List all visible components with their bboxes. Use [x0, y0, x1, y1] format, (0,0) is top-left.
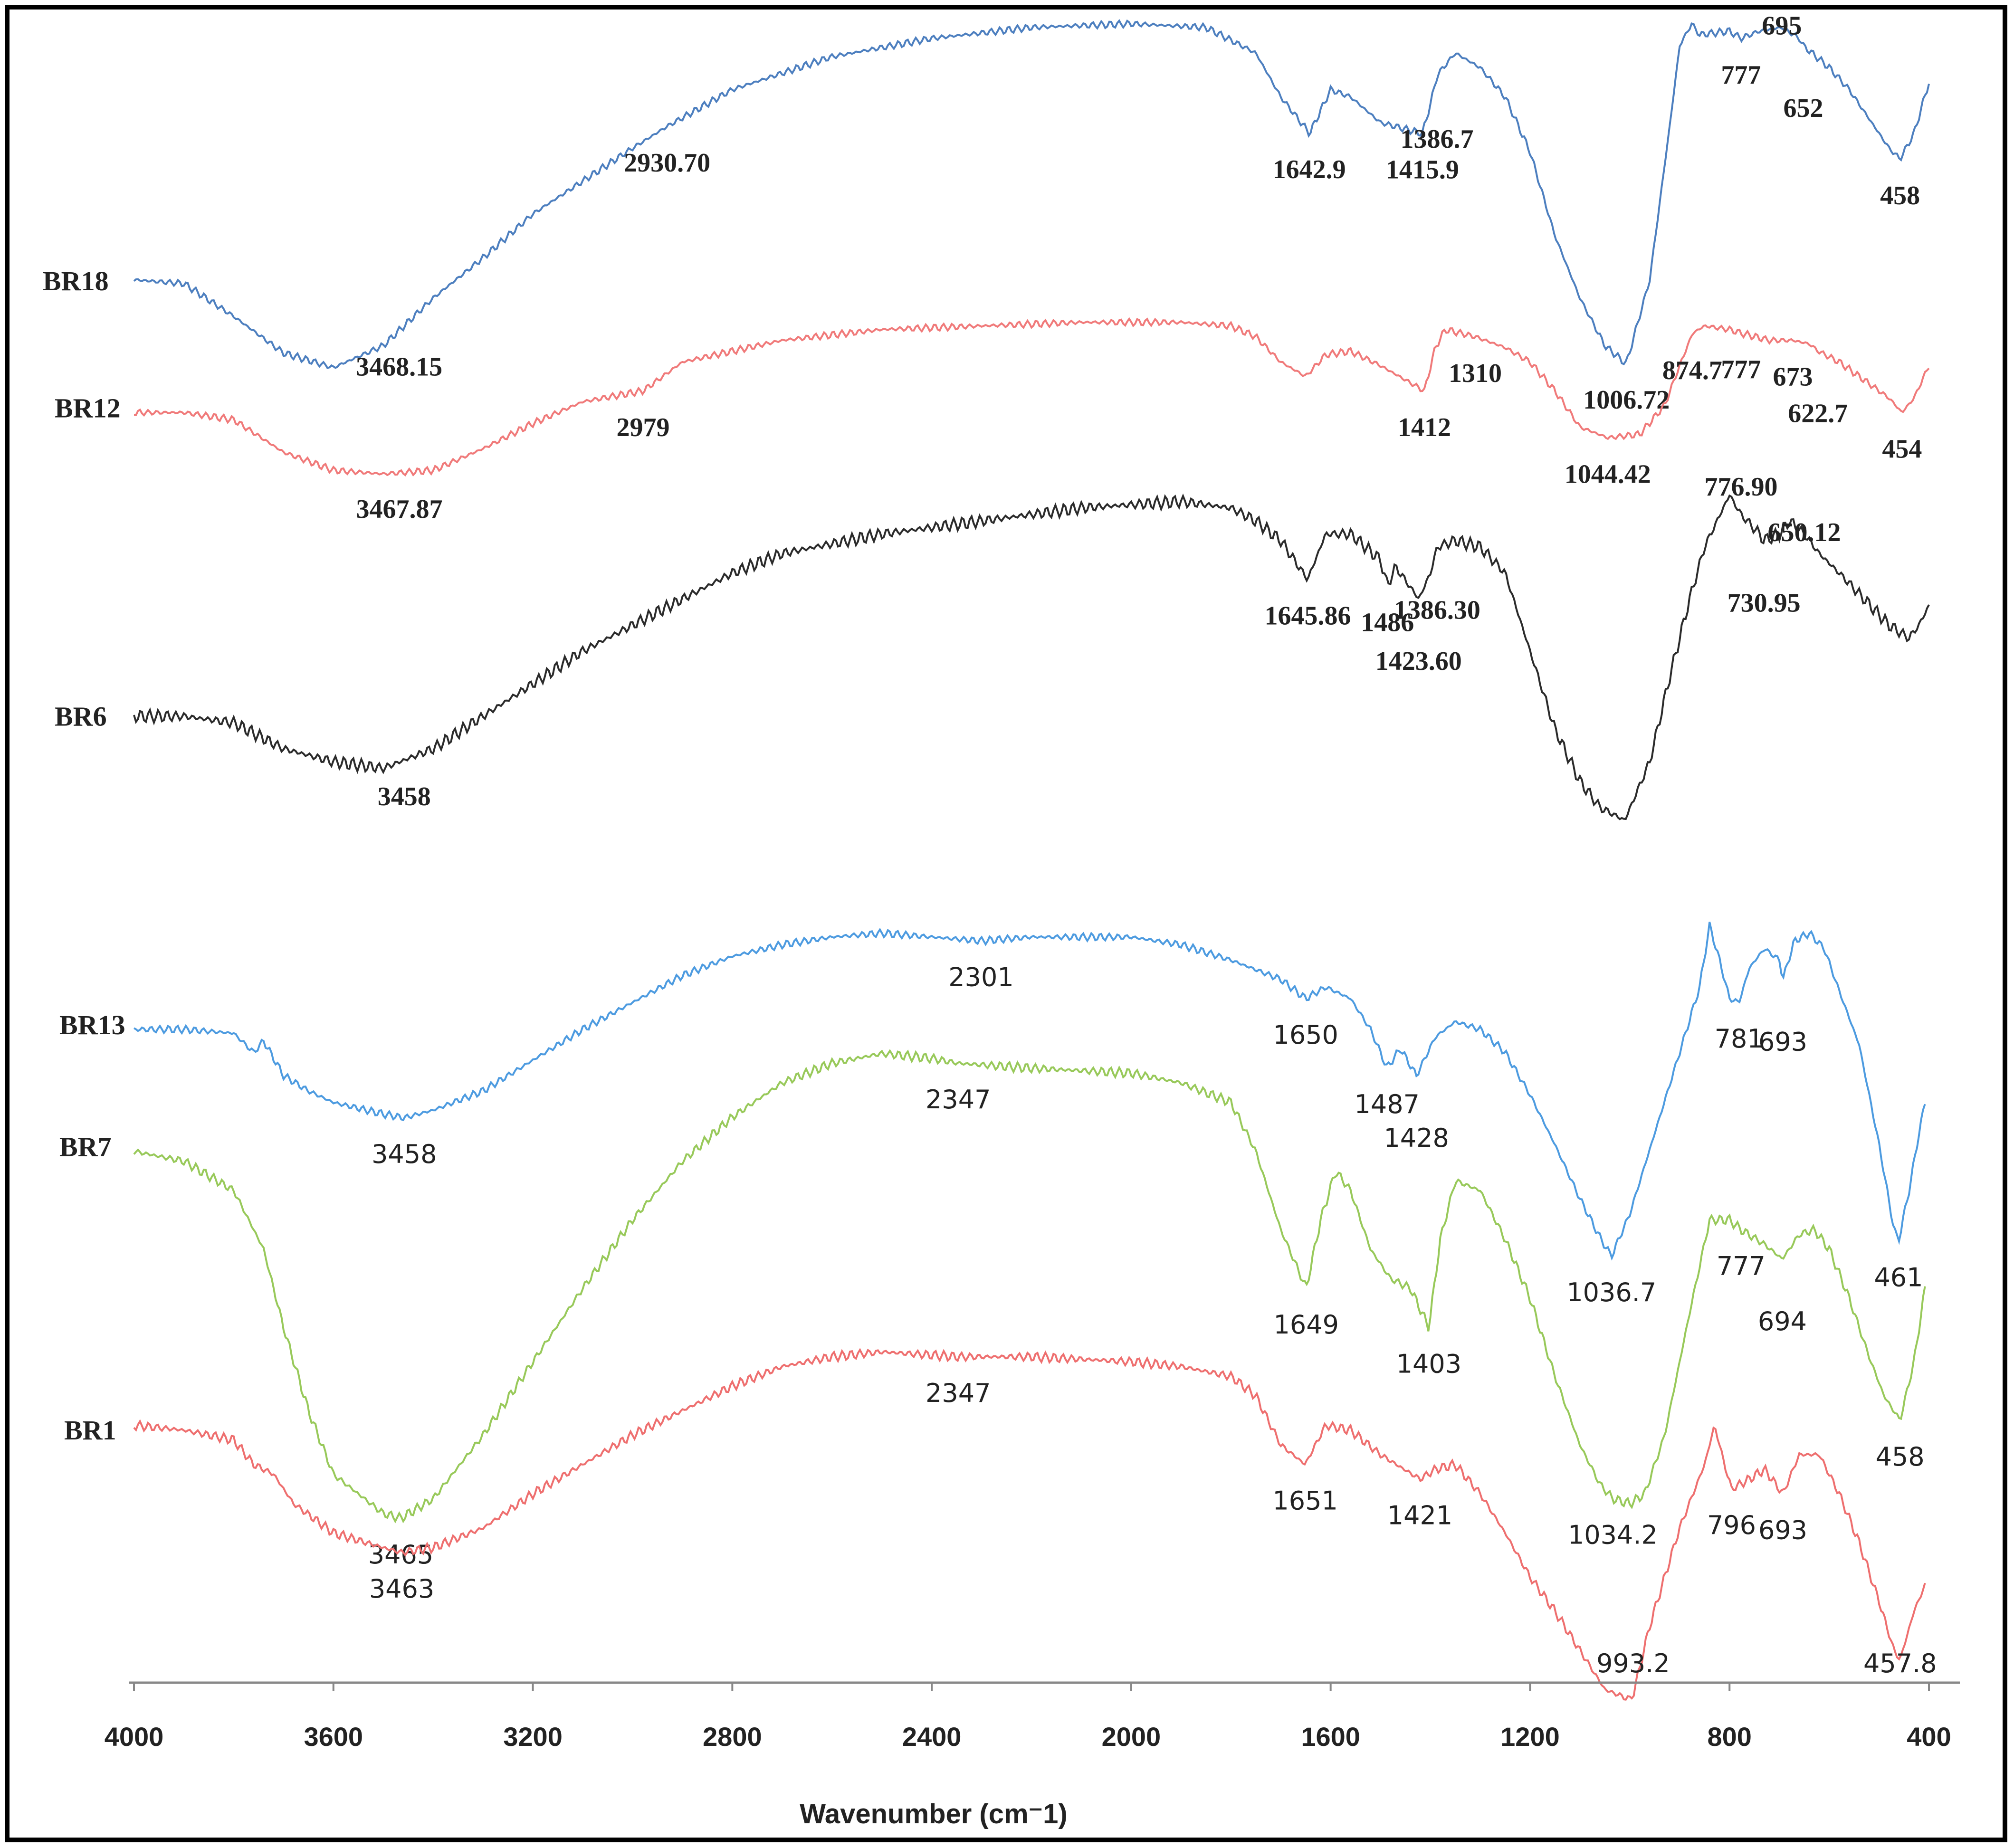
- peak-label-br12-3: 1310: [1449, 359, 1502, 388]
- peak-label-br7-6: 694: [1758, 1306, 1807, 1336]
- peak-label-br18-1: 2930.70: [624, 148, 710, 178]
- peak-label-br7-3: 1403: [1396, 1349, 1461, 1379]
- peak-label-br6-2: 1486: [1361, 608, 1414, 638]
- series-label-br7: BR7: [59, 1132, 112, 1162]
- series-line-br1: [133, 1348, 1926, 1701]
- x-tick-label-2800: 2800: [703, 1722, 762, 1752]
- x-tick-label-3600: 3600: [304, 1722, 363, 1752]
- peak-label-br7-4: 1034.2: [1568, 1520, 1658, 1550]
- peak-label-br18-5: 1006.72: [1583, 385, 1670, 415]
- peak-label-br13-3: 1487: [1355, 1089, 1420, 1119]
- peak-label-br6-5: 776.90: [1704, 472, 1777, 502]
- peak-label-br12-8: 622.7: [1788, 399, 1848, 429]
- peak-label-br13-0: 3458: [372, 1139, 437, 1169]
- series-br7: BR7 3465 2347 1649 1403 1034.2 777 694 458: [59, 1049, 1926, 1570]
- peak-label-br13-5: 1036.7: [1566, 1277, 1656, 1307]
- peak-label-br18-8: 695: [1762, 11, 1802, 41]
- series-br6: BR6 3458 1645.86 1486 1423.60 1386.30 776.90 73…: [55, 472, 1930, 820]
- series-line-br12: [134, 317, 1930, 477]
- peak-label-br13-1: 2301: [948, 962, 1013, 992]
- x-axis-title: Wavenumber (cm⁻1): [800, 1799, 1068, 1829]
- peak-label-br6-0: 3458: [378, 782, 431, 811]
- peak-label-br7-7: 458: [1876, 1442, 1925, 1472]
- peak-label-br12-7: 673: [1773, 362, 1813, 391]
- peak-label-br6-3: 1423.60: [1375, 647, 1462, 676]
- series-label-br18: BR18: [43, 266, 109, 296]
- x-tick-label-4000: 4000: [105, 1722, 164, 1752]
- peak-label-br1-5: 796: [1707, 1510, 1756, 1540]
- peak-label-br12-9: 454: [1882, 434, 1922, 464]
- peak-label-br12-6: 777: [1721, 355, 1761, 384]
- x-tick-label-1200: 1200: [1500, 1722, 1560, 1752]
- x-tick-label-2000: 2000: [1102, 1722, 1161, 1752]
- peak-label-br13-6: 781: [1715, 1024, 1764, 1054]
- series-label-br13: BR13: [59, 1010, 125, 1040]
- peak-label-br18-0: 3468.15: [356, 352, 442, 382]
- x-tick-label-2400: 2400: [902, 1722, 962, 1752]
- peak-label-br18-7: 777: [1721, 60, 1761, 90]
- peak-label-br12-2: 1412: [1398, 413, 1451, 442]
- series-label-br1: BR1: [64, 1415, 116, 1446]
- peak-label-br1-6: 693: [1758, 1515, 1807, 1545]
- peak-label-br6-7: 650.12: [1768, 518, 1841, 547]
- peak-label-br7-1: 2347: [926, 1085, 991, 1115]
- x-tick-label-3200: 3200: [503, 1722, 563, 1752]
- peak-label-br6-4: 1386.30: [1394, 596, 1480, 625]
- peak-label-br18-9: 652: [1784, 94, 1823, 123]
- peak-label-br18-10: 458: [1880, 181, 1920, 210]
- x-tick-label-400: 400: [1907, 1722, 1951, 1752]
- peak-label-br1-0: 3463: [369, 1574, 434, 1604]
- series-line-br6: [133, 493, 1930, 820]
- peak-label-br18-6: 876.7: [1661, 10, 1721, 11]
- peak-label-br13-2: 1650: [1273, 1020, 1338, 1050]
- series-label-br6: BR6: [55, 701, 107, 732]
- peak-label-br1-2: 1651: [1272, 1486, 1337, 1516]
- series-line-br13: [134, 922, 1926, 1261]
- x-tick-label-1600: 1600: [1301, 1722, 1360, 1752]
- x-ticks: 4000 3600 3200 2800 2400 2000 1600 1200 800 400: [105, 1683, 1951, 1752]
- peak-label-br1-1: 2347: [926, 1378, 991, 1408]
- peak-label-br18-4: 1386.7: [1401, 124, 1474, 154]
- peak-label-br13-7: 693: [1758, 1027, 1807, 1057]
- peak-label-br12-0: 3467.87: [356, 495, 442, 524]
- peak-label-br12-1: 2979: [616, 413, 669, 442]
- x-axis: 4000 3600 3200 2800 2400 2000 1600 1200 800 400 W…: [105, 1681, 1960, 1829]
- series-br1: BR1 3463 2347 1651 1421 993.2 796 693 457.8: [64, 1348, 1937, 1701]
- peak-label-br1-4: 993.2: [1596, 1648, 1670, 1678]
- peak-label-br1-7: 457.8: [1863, 1648, 1937, 1678]
- chart-frame: BR18 3468.15 2930.70 1642.9 1415.9 1386.7 1006…: [5, 5, 2007, 1842]
- peak-label-br1-3: 1421: [1387, 1501, 1452, 1531]
- series-line-br7: [133, 1049, 1926, 1524]
- peak-label-br7-2: 1649: [1274, 1310, 1339, 1340]
- peak-label-br13-4: 1428: [1384, 1123, 1449, 1153]
- peak-label-br6-1: 1645.86: [1265, 601, 1351, 631]
- peak-label-br18-3: 1415.9: [1386, 155, 1459, 185]
- peak-label-br7-0: 3465: [368, 1540, 433, 1570]
- series-label-br12: BR12: [55, 392, 121, 423]
- peak-label-br12-4: 1044.42: [1565, 459, 1651, 489]
- series-line-br18: [133, 19, 1930, 369]
- peak-label-br6-6: 730.95: [1728, 589, 1801, 618]
- peak-label-br12-5: 874.7: [1662, 356, 1722, 385]
- x-tick-label-800: 800: [1708, 1722, 1752, 1752]
- peak-label-br18-2: 1642.9: [1273, 155, 1346, 184]
- peak-label-br13-8: 461: [1874, 1262, 1923, 1292]
- peak-label-br7-5: 777: [1717, 1251, 1766, 1281]
